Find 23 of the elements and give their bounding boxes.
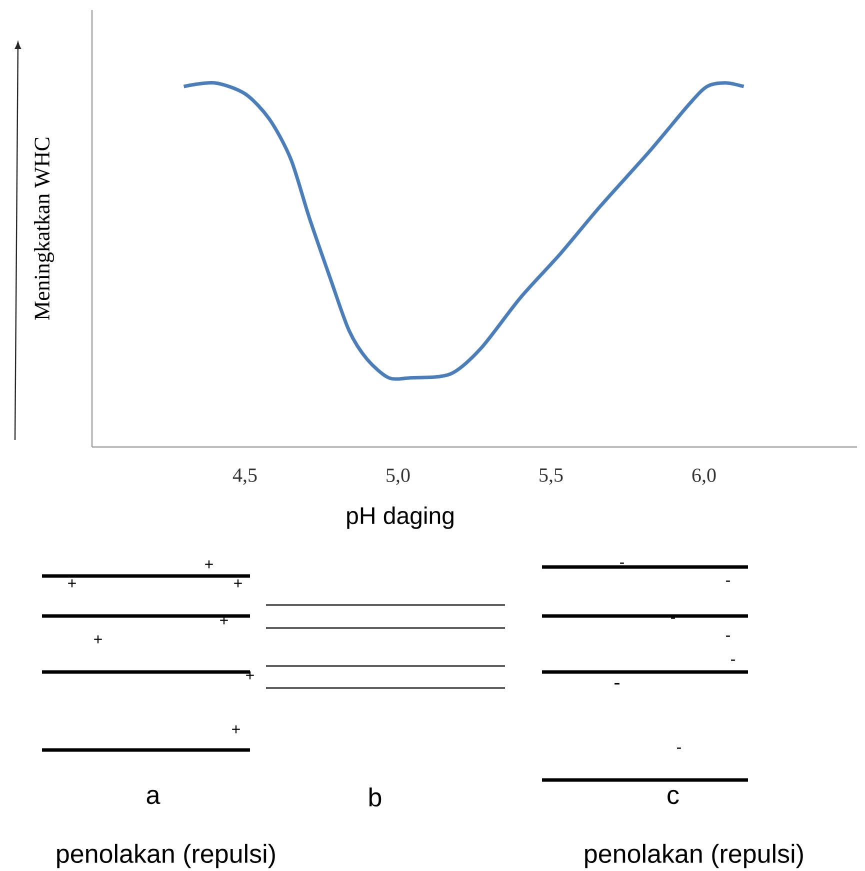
text: + (234, 579, 242, 588)
text: - (726, 580, 730, 582)
x-tick-label: 4,5 (232, 468, 257, 485)
text: - (726, 636, 730, 637)
text: a (146, 790, 160, 804)
text: penolakan (repulsi) (585, 844, 803, 868)
text: - (614, 682, 620, 685)
text: - (671, 618, 675, 619)
text: c (668, 790, 679, 804)
text: + (94, 635, 102, 644)
text: penolakan (repulsi) (57, 844, 275, 868)
text: b (369, 787, 382, 807)
y-axis-title: Meningkatkan WHC (34, 138, 54, 320)
x-axis-title: pH daging (347, 506, 454, 529)
x-tick-label: 5,5 (540, 468, 563, 485)
x-tick-label: 5,0 (386, 468, 410, 485)
x-tick-label: 6,0 (692, 468, 716, 485)
text: - (677, 748, 681, 749)
text: - (731, 660, 735, 661)
text: + (232, 725, 240, 734)
text: + (205, 560, 213, 568)
text: + (68, 579, 76, 588)
text: - (620, 562, 624, 564)
